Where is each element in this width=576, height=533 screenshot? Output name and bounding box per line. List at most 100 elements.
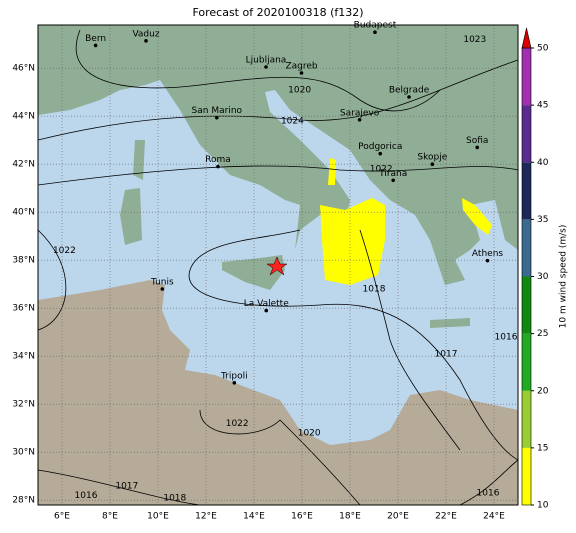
city-marker — [144, 39, 148, 43]
graticule: 6°E 8°E 10°E 12°E 14°E 16°E 18°E 20°E 22°E 24°E 28… — [12, 25, 518, 522]
city-marker — [485, 258, 490, 263]
lat-tick-label: 40°N — [12, 208, 35, 218]
isobar-label: 1020 — [298, 429, 321, 439]
city-marker — [264, 308, 269, 313]
lon-tick-label: 22°E — [435, 512, 457, 522]
colorbar-segment — [522, 219, 531, 277]
europe — [38, 25, 518, 285]
city-marker — [93, 43, 98, 48]
isobar-label: 1016 — [495, 333, 518, 343]
city-label: La Valette — [244, 299, 289, 309]
colorbar-tick-label: 20 — [537, 386, 549, 396]
city-marker — [357, 118, 362, 122]
city-marker — [391, 178, 396, 183]
isobar-label: 1016 — [75, 491, 98, 501]
colorbar-segment — [522, 447, 531, 505]
lat-tick-label: 30°N — [12, 448, 35, 458]
colorbar-segment — [522, 48, 531, 106]
isobars — [37, 29, 519, 506]
colorbar-tick-label: 35 — [537, 215, 548, 225]
lat-tick-label: 46°N — [12, 64, 35, 74]
city-label: Sofia — [466, 136, 488, 146]
city-marker — [475, 145, 480, 150]
colorbar-label: 10 m wind speed (m/s) — [559, 225, 569, 329]
isobar — [199, 409, 361, 506]
lon-tick-label: 16°E — [291, 512, 313, 522]
city-label: Tunis — [150, 278, 174, 288]
isobar — [37, 469, 201, 506]
city-label: Podgorica — [358, 142, 402, 152]
city-label: Bern — [85, 34, 106, 44]
city-label: Roma — [205, 155, 231, 165]
isobar — [75, 29, 441, 112]
wind-area — [320, 198, 385, 285]
city-label: Vaduz — [132, 29, 159, 39]
star-marker — [266, 256, 288, 276]
lon-tick-label: 12°E — [195, 512, 217, 522]
city-marker — [264, 65, 268, 69]
lat-tick-label: 28°N — [12, 496, 35, 506]
colorbar-segment — [522, 333, 531, 391]
wind-area — [462, 198, 492, 235]
basemap — [38, 25, 518, 505]
city-marker — [215, 115, 219, 120]
lat-tick-label: 44°N — [12, 112, 35, 122]
isobar-label: 1022 — [226, 419, 249, 429]
colorbar-tick-label: 50 — [537, 44, 549, 54]
corsica — [133, 140, 145, 180]
city-label: San Marino — [192, 106, 243, 116]
isobar-label: 1017 — [115, 481, 138, 491]
isobar — [359, 229, 461, 451]
title: Forecast of 2020100318 (f132) — [192, 6, 363, 19]
colorbar-segment — [522, 162, 531, 220]
crete — [430, 318, 470, 328]
isobar — [37, 229, 67, 331]
isobar-label: 1022 — [370, 165, 393, 175]
isobar-label: 1023 — [463, 35, 486, 45]
sardinia — [120, 188, 142, 245]
city-label: Skopje — [417, 153, 447, 163]
isobar-label: 1018 — [363, 285, 386, 295]
isobar — [37, 165, 519, 186]
lat-tick-label: 34°N — [12, 352, 35, 362]
city-label: Sarajevo — [340, 108, 380, 118]
lon-tick-label: 14°E — [243, 512, 265, 522]
city-marker — [407, 95, 411, 99]
isobar-label: 1024 — [281, 117, 304, 127]
isobar — [459, 459, 519, 506]
city-marker — [299, 71, 304, 75]
colorbar-tick-label: 10 — [537, 501, 549, 511]
colorbar: 10 15 20 25 30 35 40 45 50 10 m wind speed (m/s) — [521, 27, 569, 511]
colorbar-extend — [521, 27, 532, 49]
lon-tick-label: 18°E — [339, 512, 361, 522]
city-label: Tirana — [378, 169, 407, 179]
city-marker — [378, 151, 383, 156]
colorbar-tick-label: 25 — [537, 329, 548, 339]
isobar-label: 1017 — [435, 349, 458, 359]
lon-tick-label: 8°E — [102, 512, 118, 522]
city-marker — [232, 381, 237, 385]
map-frame — [37, 24, 519, 506]
city-marker — [373, 30, 377, 34]
lat-tick-label: 42°N — [12, 160, 35, 170]
city-label: Ljubljana — [246, 56, 287, 66]
city-label: Zagreb — [285, 62, 317, 72]
isobar-label: 1020 — [288, 85, 311, 95]
colorbar-segment — [522, 276, 531, 334]
city-label: Tripoli — [220, 371, 248, 381]
isobar-label: 1016 — [477, 489, 500, 499]
colorbar-segment — [522, 390, 531, 448]
colorbar-tick-label: 15 — [537, 443, 548, 453]
lon-tick-label: 20°E — [387, 512, 409, 522]
lon-tick-label: 6°E — [54, 512, 70, 522]
colorbar-tick-label: 40 — [537, 158, 549, 168]
city-marker — [216, 164, 220, 169]
lat-tick-label: 36°N — [12, 304, 35, 314]
lon-tick-label: 24°E — [483, 512, 505, 522]
colorbar-tick-label: 30 — [537, 272, 549, 282]
lon-tick-label: 10°E — [147, 512, 169, 522]
isobar — [188, 229, 519, 461]
lat-tick-label: 32°N — [12, 400, 35, 410]
